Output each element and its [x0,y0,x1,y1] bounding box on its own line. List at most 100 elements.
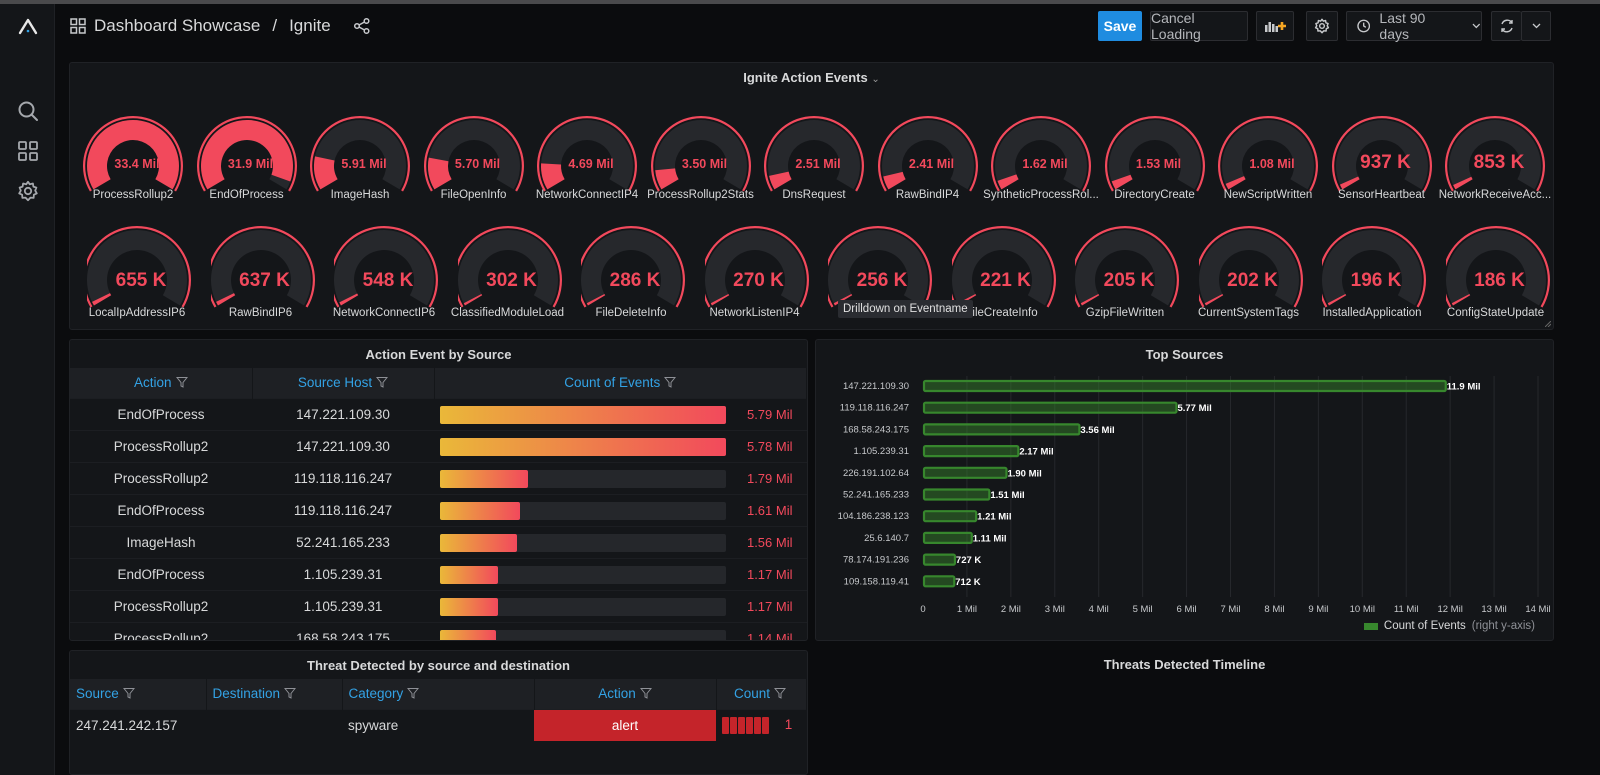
panel-title: Threats Detected Timeline [1103,657,1266,672]
panel-title[interactable]: Ignite Action Events ⌄ [743,70,880,85]
filter-icon[interactable] [639,687,652,700]
cell-source-host: 168.58.243.175 [252,621,434,640]
grafana-logo-icon[interactable] [16,16,40,36]
bar [922,553,957,566]
dashboard-settings-button[interactable] [1306,11,1338,41]
bar-value-label: 1.51 Mil [990,490,1024,501]
gauge[interactable]: 302 K ClassifiedModuleLoad [450,225,566,335]
column-header-action[interactable]: Action [534,679,717,709]
filter-icon[interactable] [774,687,786,700]
gauge[interactable]: 196 K InstalledApplication [1314,225,1430,335]
table-row[interactable]: 247.241.242.157 spyware alert 1 [70,708,807,741]
gauge-fill [200,120,293,190]
time-range-picker[interactable]: Last 90 days [1346,10,1482,42]
gauge[interactable]: 937 K SensorHeartbeat [1324,111,1440,221]
gauge[interactable]: 1.62 Mil SyntheticProcessRol... [983,111,1099,221]
chart-legend[interactable]: Count of Events (right y-axis) [1363,620,1535,632]
gauge[interactable]: 853 K NetworkReceiveAcc... [1437,111,1553,221]
count-value: 1.17 Mil [746,598,793,614]
filter-icon[interactable] [376,376,389,389]
filter-icon[interactable] [122,687,135,700]
gauge[interactable]: 33.4 Mil ProcessRollup2 [75,111,191,221]
gauge-label: SyntheticProcessRol... [983,189,1099,201]
gauge[interactable]: 1.08 Mil NewScriptWritten [1210,111,1326,221]
count-bar-fill [440,597,498,616]
gauge[interactable]: 637 K RawBindIP6 [203,225,319,335]
gauge[interactable]: 221 K FileCreateInfo [944,225,1060,335]
gauge[interactable]: 202 K CurrentSystemTags [1191,225,1307,335]
drilldown-tooltip: Drilldown on Eventname [838,300,973,318]
column-header-source-host[interactable]: Source Host [252,368,435,398]
gauge[interactable]: 5.70 Mil FileOpenInfo [416,111,532,221]
gauge[interactable]: 3.50 Mil ProcessRollup2Stats [643,111,759,221]
gauge-value: 1.08 Mil [1249,157,1295,171]
gauge[interactable]: 655 K LocalIpAddressIP6 [79,225,195,335]
table-row[interactable]: ProcessRollup2 119.118.116.247 1.79 Mil [70,461,807,494]
column-header-destination[interactable]: Destination [206,679,343,709]
add-panel-button[interactable] [1256,11,1294,41]
resize-handle-icon[interactable] [1545,321,1551,327]
gauge-label: FileDeleteInfo [595,307,667,319]
breadcrumb-folder[interactable]: Dashboard Showcase [94,16,261,35]
filter-icon[interactable] [407,687,420,700]
gauge[interactable]: 1.53 Mil DirectoryCreate [1097,111,1213,221]
gauge[interactable]: 4.69 Mil NetworkConnectIP4 [529,111,645,221]
y-category-label: 104.186.238.123 [838,511,909,522]
filter-icon[interactable] [175,376,188,389]
sidebar [0,4,55,775]
table-row[interactable]: EndOfProcess 119.118.116.247 1.61 Mil [70,493,807,526]
gauge-fill [1453,176,1473,190]
breadcrumb: Dashboard Showcase / Ignite [70,16,371,36]
gauge[interactable]: 2.41 Mil RawBindIP4 [870,111,986,221]
table-row[interactable]: ProcessRollup2 1.105.239.31 1.17 Mil [70,589,807,622]
filter-icon[interactable] [664,376,677,389]
bar-value-label: 727 K [956,555,981,566]
column-header-category[interactable]: Category [342,679,535,709]
gauge-arc [1104,116,1205,192]
gauge[interactable]: 256 K [820,225,936,335]
gauge-arc [1198,225,1303,308]
gauge[interactable]: 286 K FileDeleteInfo [573,225,689,335]
table-row[interactable]: EndOfProcess 147.221.109.30 5.79 Mil [70,397,807,430]
column-header-count[interactable]: Count [716,679,807,709]
cancel-loading-button[interactable]: Cancel Loading [1150,10,1248,42]
table-row[interactable]: ProcessRollup2 168.58.243.175 1.14 Mil [70,621,807,640]
gear-icon[interactable] [17,180,39,202]
refresh-interval-dropdown[interactable] [1521,11,1551,41]
breadcrumb-dashboard[interactable]: Ignite [289,16,331,35]
search-icon[interactable] [17,100,39,122]
column-header-source[interactable]: Source [70,679,207,709]
table-row[interactable]: ProcessRollup2 147.221.109.30 5.78 Mil [70,429,807,462]
gauge-label: ConfigStateUpdate [1446,307,1545,319]
column-header-action[interactable]: Action [70,368,253,398]
bar-value-label: 1.90 Mil [1007,468,1041,479]
x-tick-label: 12 Mil [1437,604,1462,615]
gauge[interactable]: 2.51 Mil DnsRequest [756,111,872,221]
bar-value-label: 1.11 Mil [973,533,1007,544]
window-top-edge [0,0,1600,4]
save-button[interactable]: Save [1098,11,1142,41]
gauge[interactable]: 270 K NetworkListenIP4 [697,225,813,335]
column-header-count[interactable]: Count of Events [434,368,807,398]
gauge[interactable]: 186 K ConfigStateUpdate [1438,225,1554,335]
cell-count: 1.61 Mil [434,493,807,526]
gauge[interactable]: 205 K GzipFileWritten [1067,225,1183,335]
gauge[interactable]: 31.9 Mil EndOfProcess [189,111,305,221]
filter-icon[interactable] [284,687,297,700]
action-event-by-source-panel: Action Event by Source Action Source Hos… [69,339,808,641]
share-icon[interactable] [353,17,371,35]
dashboards-grid-icon[interactable] [17,140,39,162]
cell-action: ImageHash [70,525,252,558]
gauge[interactable]: 5.91 Mil ImageHash [302,111,418,221]
table-row[interactable]: ImageHash 52.241.165.233 1.56 Mil [70,525,807,558]
gauge-fill [427,157,452,190]
gauge-fill [92,293,112,306]
bar [922,575,956,588]
count-bar [440,533,726,552]
refresh-button[interactable] [1491,11,1521,41]
gauge[interactable]: 548 K NetworkConnectIP6 [326,225,442,335]
count-bar [440,597,726,616]
threats-timeline-panel: Threats Detected Timeline [815,650,1554,775]
table-row[interactable]: EndOfProcess 1.105.239.31 1.17 Mil [70,557,807,590]
gauge-value: 196 K [1350,270,1402,291]
